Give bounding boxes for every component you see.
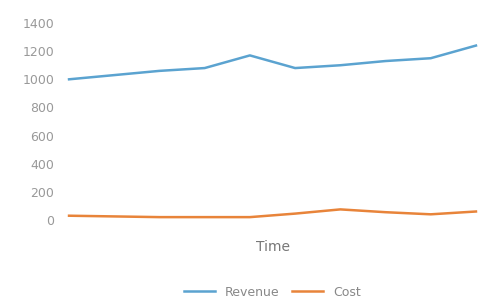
X-axis label: Time: Time (256, 240, 290, 254)
Legend: Revenue, Cost: Revenue, Cost (179, 281, 366, 300)
